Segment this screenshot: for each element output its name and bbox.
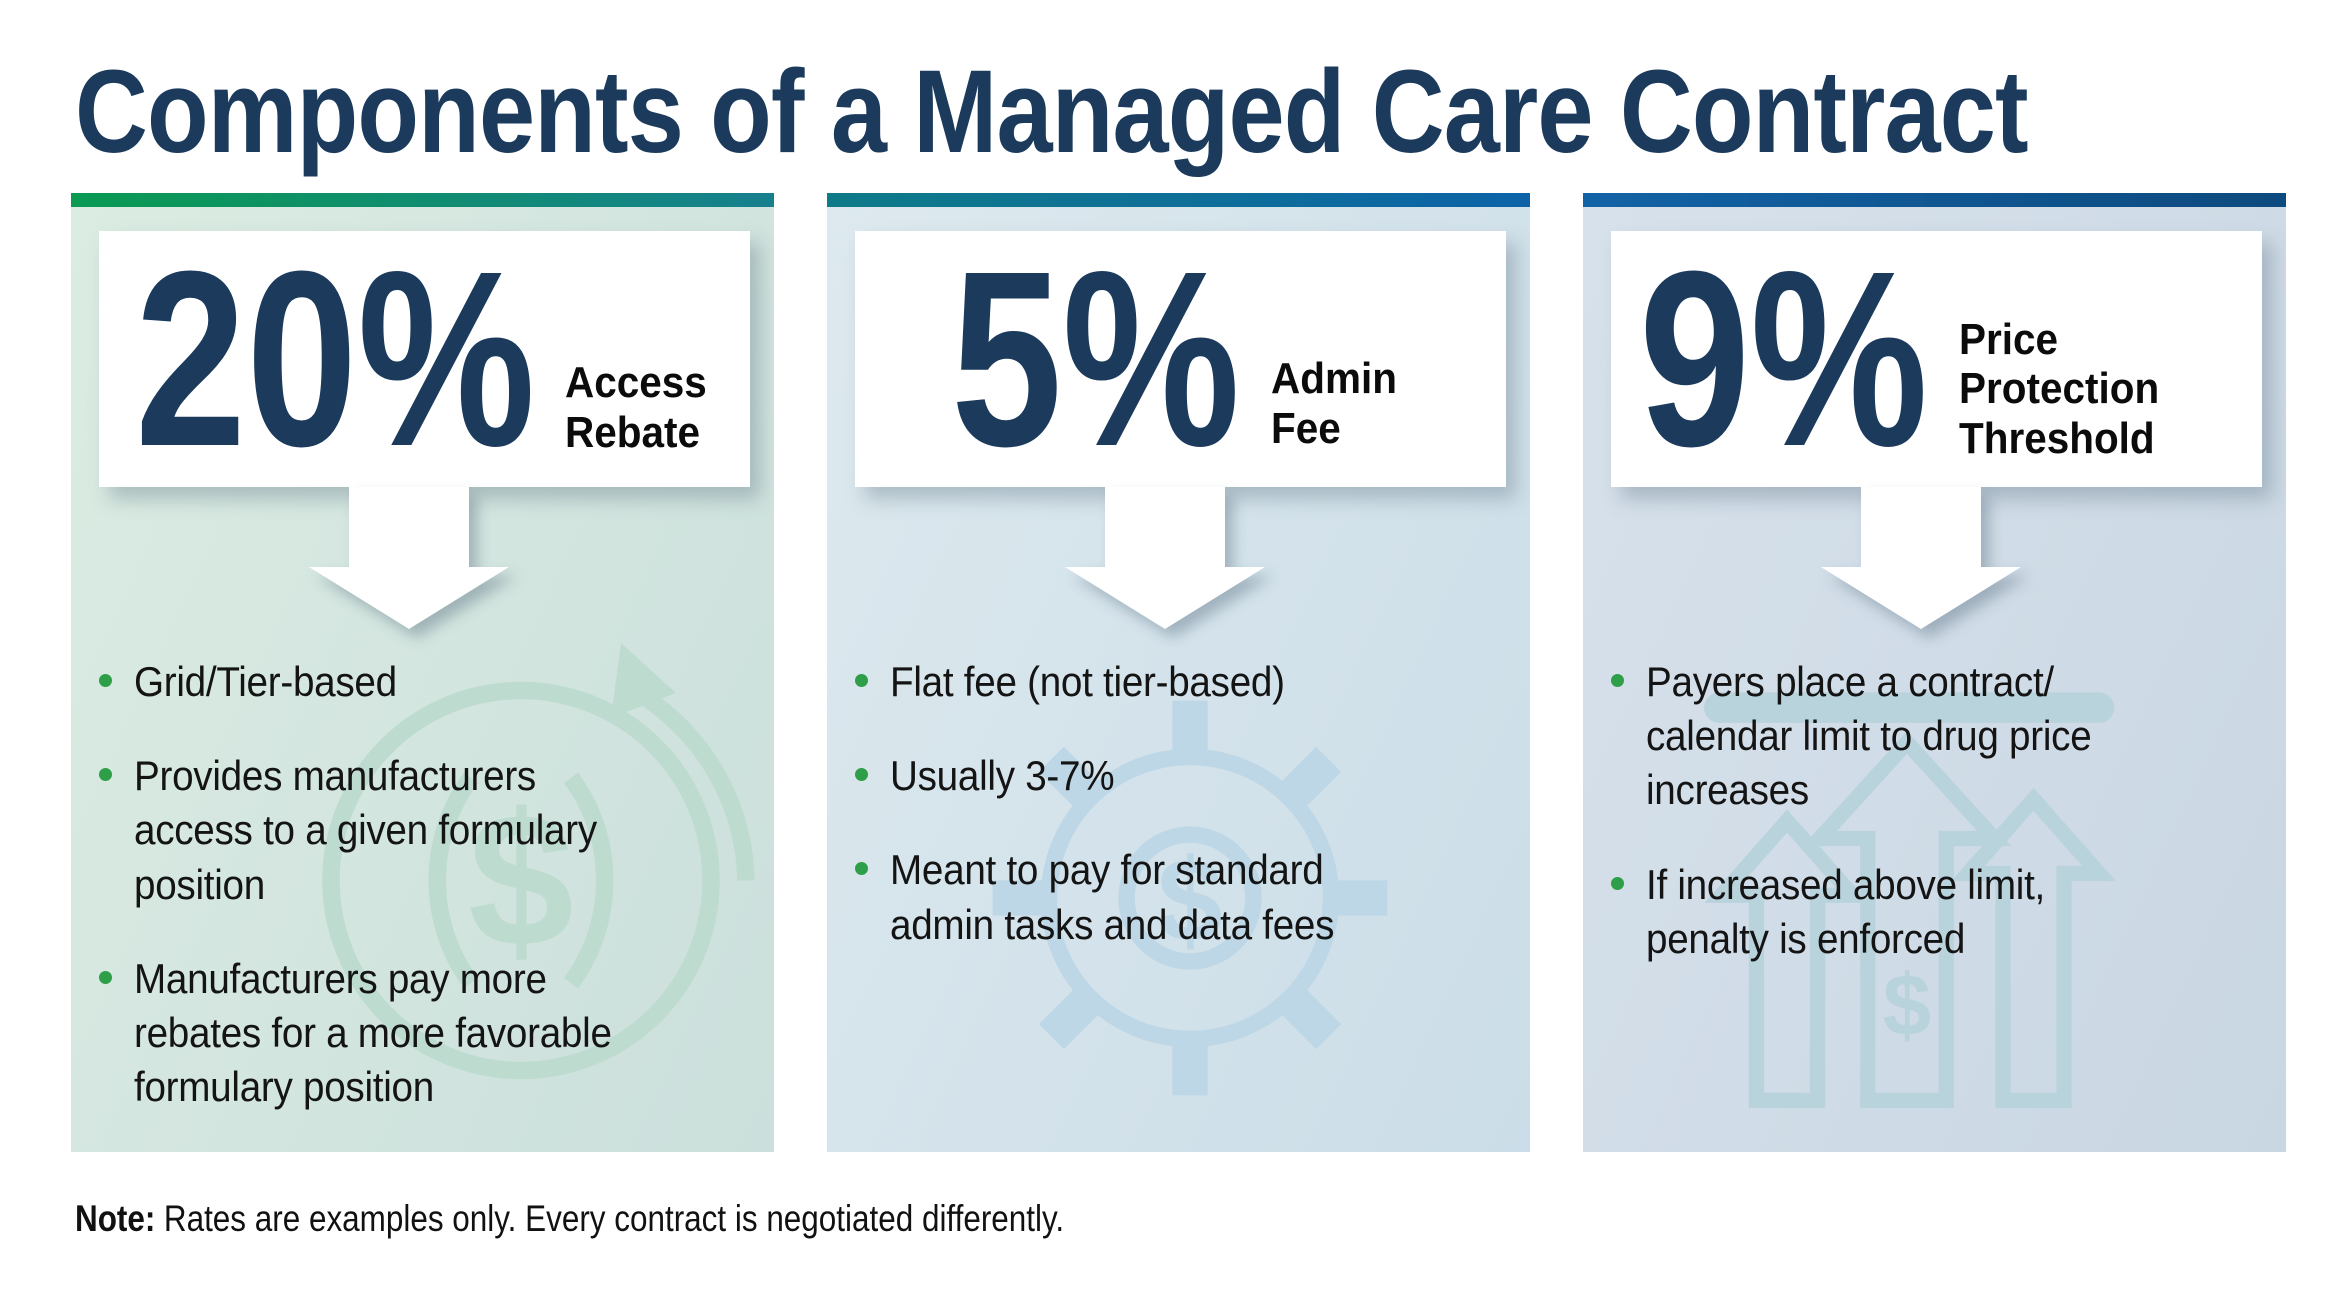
bullet-text: Provides manufacturers access to a given… — [134, 752, 597, 908]
svg-text:$: $ — [1157, 834, 1222, 965]
footnote-text: Rates are examples only. Every contract … — [163, 1198, 1065, 1239]
bullet-dot-icon — [855, 862, 868, 876]
bullet-dot-icon — [99, 674, 112, 687]
bullet-text: Meant to pay for standard admin tasks an… — [890, 846, 1335, 948]
list-item: Usually 3-7% — [855, 749, 1516, 803]
stat-wrap: 5% — [951, 219, 1241, 499]
page-title: Components of a Managed Care Contract — [75, 46, 2029, 178]
bullet-text: Flat fee (not tier-based) — [890, 658, 1285, 705]
money-cycle-icon: $ — [322, 643, 755, 1080]
bullet-text: Payers place a contract/ calendar limit … — [1646, 658, 2092, 814]
footnote: Note: Rates are examples only. Every cont… — [75, 1198, 1064, 1240]
bullet-text: Usually 3-7% — [890, 752, 1115, 800]
svg-text:$: $ — [1883, 957, 1932, 1054]
bullet-dot-icon — [1611, 674, 1624, 687]
bullet-dot-icon — [855, 768, 868, 782]
stat-label: Price Protection Threshold — [1959, 315, 2160, 463]
card-access-rebate: $ 20% Access Rebate Grid/Tier-based Prov… — [71, 193, 774, 1152]
stat-headbox: 5% Admin Fee — [855, 231, 1506, 487]
card-price-protection: $ 9% Price Protection Threshold Payers p… — [1583, 193, 2286, 1152]
stat-value: 9% — [1639, 219, 1929, 499]
list-item: Flat fee (not tier-based) — [855, 655, 1516, 709]
down-arrow-icon — [1821, 487, 2021, 629]
bullet-dot-icon — [1611, 876, 1624, 890]
list-item: Provides manufacturers access to a given… — [99, 749, 760, 912]
stat-wrap: 20% — [135, 219, 536, 499]
stat-headbox: 9% Price Protection Threshold — [1611, 231, 2262, 487]
stat-label: Admin Fee — [1271, 354, 1397, 453]
bullet-list: Flat fee (not tier-based) Usually 3-7% M… — [855, 655, 1516, 992]
footnote-label: Note: — [75, 1198, 156, 1239]
down-arrow-icon — [1065, 487, 1265, 629]
stat-wrap: 9% — [1639, 219, 1929, 499]
stat-value: 20% — [135, 219, 536, 499]
list-item: Meant to pay for standard admin tasks an… — [855, 843, 1516, 951]
bullet-dot-icon — [99, 768, 112, 782]
list-item: Grid/Tier-based — [99, 655, 760, 709]
list-item: If increased above limit, penalty is enf… — [1611, 858, 2272, 966]
list-item: Payers place a contract/ calendar limit … — [1611, 655, 2272, 818]
price-limit-arrows-icon: $ — [1704, 692, 2116, 1108]
list-item: Manufacturers pay more rebates for a mor… — [99, 952, 760, 1115]
bullet-dot-icon — [855, 674, 868, 687]
card-accent-bar — [71, 193, 774, 207]
card-accent-bar — [827, 193, 1530, 207]
card-accent-bar — [1583, 193, 2286, 207]
stat-headbox: 20% Access Rebate — [99, 231, 750, 487]
bullet-text: If increased above limit, penalty is enf… — [1646, 860, 2046, 962]
bullet-list: Payers place a contract/ calendar limit … — [1611, 655, 2272, 1006]
card-admin-fee: $ 5% Admin Fee Flat fee (not tier-based)… — [827, 193, 1530, 1152]
gear-dollar-icon: $ — [992, 700, 1388, 1096]
bullet-dot-icon — [99, 970, 112, 984]
stat-label: Access Rebate — [565, 358, 707, 457]
card-body: $ 5% Admin Fee Flat fee (not tier-based)… — [827, 207, 1530, 1152]
bullet-list: Grid/Tier-based Provides manufacturers a… — [99, 655, 760, 1152]
svg-text:$: $ — [468, 775, 574, 987]
down-arrow-icon — [309, 487, 509, 629]
bullet-text: Grid/Tier-based — [134, 658, 397, 705]
card-body: $ 9% Price Protection Threshold Payers p… — [1583, 207, 2286, 1152]
card-body: $ 20% Access Rebate Grid/Tier-based Prov… — [71, 207, 774, 1152]
stat-value: 5% — [951, 219, 1241, 499]
bullet-text: Manufacturers pay more rebates for a mor… — [134, 954, 612, 1111]
